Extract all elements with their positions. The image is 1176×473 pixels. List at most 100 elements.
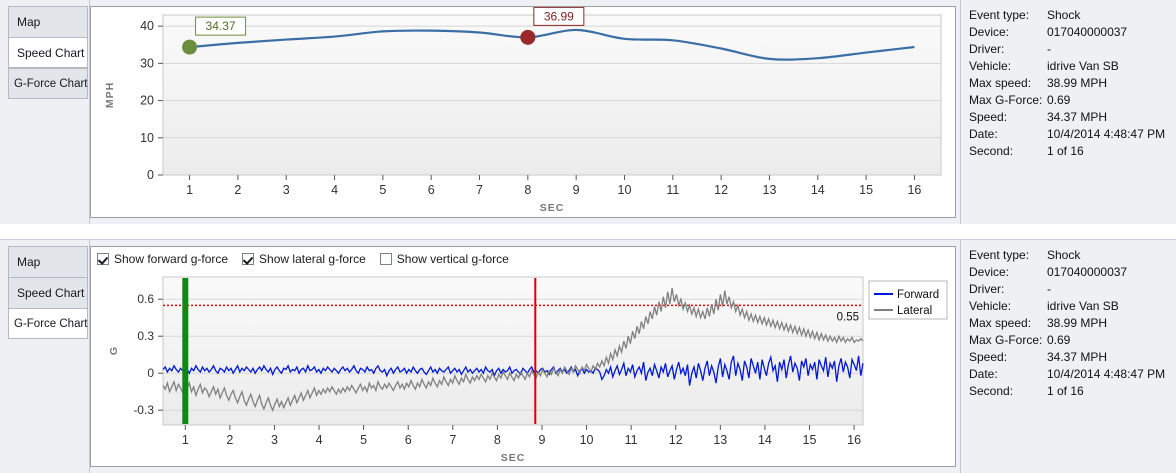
svg-text:4: 4	[331, 183, 338, 197]
checkbox-show-forward-g-force[interactable]: Show forward g-force	[97, 252, 228, 266]
svg-text:1: 1	[186, 183, 193, 197]
svg-text:12: 12	[714, 183, 728, 197]
checkbox-label: Show vertical g-force	[396, 252, 509, 266]
svg-text:9: 9	[539, 433, 546, 447]
svg-text:34.37: 34.37	[206, 19, 236, 33]
svg-text:12: 12	[669, 433, 683, 447]
info-row: Speed: 34.37 MPH	[969, 348, 1176, 365]
info-key: Driver:	[969, 41, 1005, 56]
info-key: Max G-Force:	[969, 332, 1043, 347]
info-value: 017040000037	[1047, 264, 1128, 279]
gforce-panel-tabstrip: Map Speed Chart G-Force Chart	[0, 240, 90, 473]
info-key: Max speed:	[969, 75, 1032, 90]
svg-text:7: 7	[449, 433, 456, 447]
info-value: 017040000037	[1047, 24, 1128, 39]
info-value: idrive Van SB	[1047, 58, 1119, 73]
checkbox-show-vertical-g-force[interactable]: Show vertical g-force	[379, 252, 509, 266]
info-row: Device: 017040000037	[969, 263, 1176, 280]
tab-label: Map	[17, 255, 41, 269]
info-key: Event type:	[969, 247, 1030, 262]
svg-text:2: 2	[226, 433, 233, 447]
svg-text:11: 11	[625, 433, 638, 447]
info-key: Second:	[969, 143, 1014, 158]
info-value: 34.37 MPH	[1047, 109, 1108, 124]
info-value: -	[1047, 41, 1051, 56]
speed-event-info-panel: Event type: Shock Device: 017040000037 D…	[960, 0, 1176, 224]
gforce-plot-area: -0.3 0 0.3 0.6 1 2 3 4 5 6 7 8 9 10 11 12 13 14 15 16 SEC G 0.…	[91, 269, 955, 467]
svg-text:11: 11	[666, 183, 679, 197]
info-row: Driver: -	[969, 280, 1176, 297]
speed-plot-area: 0 10 20 30 40 1 2 3 4 5 6 7 8 9 10 11 12 13 14 15 16 SEC MPH 34…	[91, 7, 955, 217]
info-value: 10/4/2014 4:48:47 PM	[1047, 366, 1166, 381]
svg-text:0: 0	[147, 366, 154, 380]
info-value: 10/4/2014 4:48:47 PM	[1047, 126, 1166, 141]
checkbox-show-lateral-g-force[interactable]: Show lateral g-force	[242, 252, 366, 266]
info-row: Device: 017040000037	[969, 23, 1176, 40]
info-row: Max speed: 38.99 MPH	[969, 74, 1176, 91]
info-row: Max G-Force: 0.69	[969, 91, 1176, 108]
svg-text:0.3: 0.3	[137, 329, 154, 343]
sidebar-item-map[interactable]: Map	[8, 6, 88, 37]
svg-text:14: 14	[758, 433, 772, 447]
info-row: Date: 10/4/2014 4:48:47 PM	[969, 365, 1176, 382]
sidebar-item-map[interactable]: Map	[8, 246, 88, 277]
info-value: 34.37 MPH	[1047, 349, 1108, 364]
sidebar-item-g-force-chart[interactable]: G-Force Chart	[8, 308, 88, 339]
checkbox-icon[interactable]	[242, 253, 255, 265]
sidebar-item-speed-chart[interactable]: Speed Chart	[8, 37, 88, 68]
info-row: Driver: -	[969, 40, 1176, 57]
speed-chart-container: 0 10 20 30 40 1 2 3 4 5 6 7 8 9 10 11 12 13 14 15 16 SEC MPH 34…	[90, 6, 956, 218]
info-row: Event type: Shock	[969, 246, 1176, 263]
checkbox-icon[interactable]	[379, 253, 392, 265]
info-key: Date:	[969, 366, 998, 381]
info-key: Device:	[969, 24, 1010, 39]
svg-text:SEC: SEC	[501, 452, 526, 464]
sidebar-item-g-force-chart[interactable]: G-Force Chart	[8, 68, 88, 99]
svg-text:14: 14	[811, 183, 825, 197]
svg-text:3: 3	[271, 433, 278, 447]
svg-text:Lateral: Lateral	[897, 305, 932, 317]
panel-divider	[0, 232, 1176, 239]
svg-text:5: 5	[379, 183, 386, 197]
info-key: Max speed:	[969, 315, 1032, 330]
svg-text:MPH: MPH	[104, 82, 116, 108]
info-row: Vehicle: idrive Van SB	[969, 57, 1176, 74]
svg-text:36.99: 36.99	[544, 9, 574, 23]
svg-text:15: 15	[803, 433, 817, 447]
svg-text:8: 8	[524, 183, 531, 197]
svg-text:6: 6	[428, 183, 435, 197]
info-value: 1 of 16	[1047, 143, 1084, 158]
info-row: Max G-Force: 0.69	[969, 331, 1176, 348]
gforce-chart-svg[interactable]: -0.300.30.61 2 3 4 5 6 7 8 9 10 11 12 13 14 15 16SECG0.…	[91, 269, 953, 467]
svg-text:0: 0	[147, 168, 154, 182]
svg-text:16: 16	[907, 183, 921, 197]
svg-text:15: 15	[859, 183, 873, 197]
svg-text:SEC: SEC	[540, 202, 565, 214]
info-row: Event type: Shock	[969, 6, 1176, 23]
info-value: 38.99 MPH	[1047, 75, 1108, 90]
svg-text:Forward: Forward	[897, 289, 939, 301]
sidebar-item-speed-chart[interactable]: Speed Chart	[8, 277, 88, 308]
svg-text:3: 3	[283, 183, 290, 197]
svg-text:-0.3: -0.3	[133, 403, 154, 417]
svg-text:13: 13	[763, 183, 777, 197]
info-value: -	[1047, 281, 1051, 296]
info-row: Second: 1 of 16	[969, 382, 1176, 399]
info-value: idrive Van SB	[1047, 298, 1119, 313]
info-value: Shock	[1047, 247, 1081, 262]
checkbox-icon[interactable]	[97, 253, 109, 265]
svg-text:6: 6	[405, 433, 412, 447]
info-row: Speed: 34.37 MPH	[969, 108, 1176, 125]
svg-text:9: 9	[573, 183, 580, 197]
info-key: Max G-Force:	[969, 92, 1043, 107]
info-key: Second:	[969, 383, 1014, 398]
info-row: Max speed: 38.99 MPH	[969, 314, 1176, 331]
svg-text:4: 4	[316, 433, 323, 447]
svg-text:1: 1	[182, 433, 189, 447]
info-key: Event type:	[969, 7, 1030, 22]
tab-label: G-Force Chart	[14, 317, 88, 330]
checkbox-label: Show forward g-force	[114, 252, 229, 266]
info-key: Vehicle:	[969, 58, 1012, 73]
tab-label: Speed Chart	[17, 45, 85, 60]
